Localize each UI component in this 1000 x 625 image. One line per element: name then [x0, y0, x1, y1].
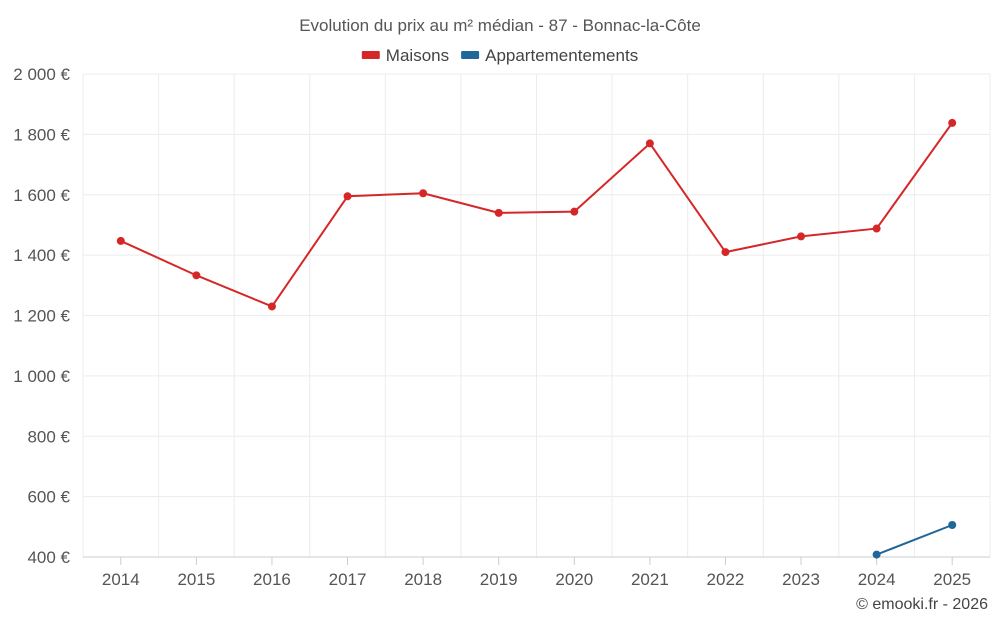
y-tick-label: 1 600 €: [13, 186, 70, 205]
legend-item[interactable]: Maisons: [361, 46, 449, 65]
data-point[interactable]: [721, 248, 730, 257]
y-tick-label: 1 200 €: [13, 307, 70, 326]
chart-series: [116, 118, 957, 559]
x-tick-label: 2017: [329, 570, 367, 589]
y-tick-label: 1 400 €: [13, 246, 70, 265]
credit-text: © emooki.fr - 2026: [856, 596, 988, 613]
chart-legend: Maisons Appartementements: [361, 46, 638, 65]
data-point[interactable]: [267, 302, 276, 311]
x-axis: 2014 2015 2016 2017 2018 2019 2020 2021 2022 2023…: [83, 556, 990, 589]
y-tick-label: 1 000 €: [13, 367, 70, 386]
x-tick-label: 2021: [631, 570, 669, 589]
chart-grid: [82, 73, 991, 558]
data-point[interactable]: [570, 207, 579, 216]
x-tick-label: 2015: [177, 570, 215, 589]
x-tick-label: 2014: [102, 570, 140, 589]
y-tick-label: 400 €: [27, 548, 70, 567]
y-tick-label: 1 800 €: [13, 125, 70, 144]
chart-title: Evolution du prix au m² médian - 87 - Bo…: [299, 16, 701, 35]
data-point[interactable]: [872, 224, 881, 233]
data-point[interactable]: [872, 550, 881, 559]
data-point[interactable]: [116, 236, 125, 245]
y-tick-label: 2 000 €: [13, 65, 70, 84]
x-tick-label: 2022: [707, 570, 745, 589]
y-axis: 400 € 600 € 800 € 1 000 € 1 200 € 1 400 € 1 60…: [13, 65, 70, 567]
legend-label: Appartementements: [485, 46, 638, 65]
x-tick-label: 2025: [933, 570, 971, 589]
y-tick-label: 600 €: [27, 488, 70, 507]
x-tick-label: 2020: [555, 570, 593, 589]
data-point[interactable]: [343, 192, 352, 201]
legend-swatch: [361, 51, 380, 59]
x-tick-label: 2023: [782, 570, 820, 589]
legend-label: Maisons: [386, 46, 449, 65]
data-point[interactable]: [494, 208, 503, 217]
data-point[interactable]: [948, 118, 957, 127]
x-tick-label: 2024: [858, 570, 896, 589]
x-tick-label: 2016: [253, 570, 291, 589]
data-point[interactable]: [192, 271, 201, 280]
series-line: [876, 524, 953, 556]
y-tick-label: 800 €: [27, 427, 70, 446]
series-line: [120, 122, 954, 308]
data-point[interactable]: [797, 232, 806, 241]
data-point[interactable]: [419, 189, 428, 198]
x-tick-label: 2019: [480, 570, 518, 589]
x-tick-label: 2018: [404, 570, 442, 589]
legend-swatch: [461, 51, 480, 59]
data-point[interactable]: [645, 139, 654, 148]
data-point[interactable]: [948, 521, 957, 530]
legend-item[interactable]: Appartementements: [461, 46, 638, 65]
